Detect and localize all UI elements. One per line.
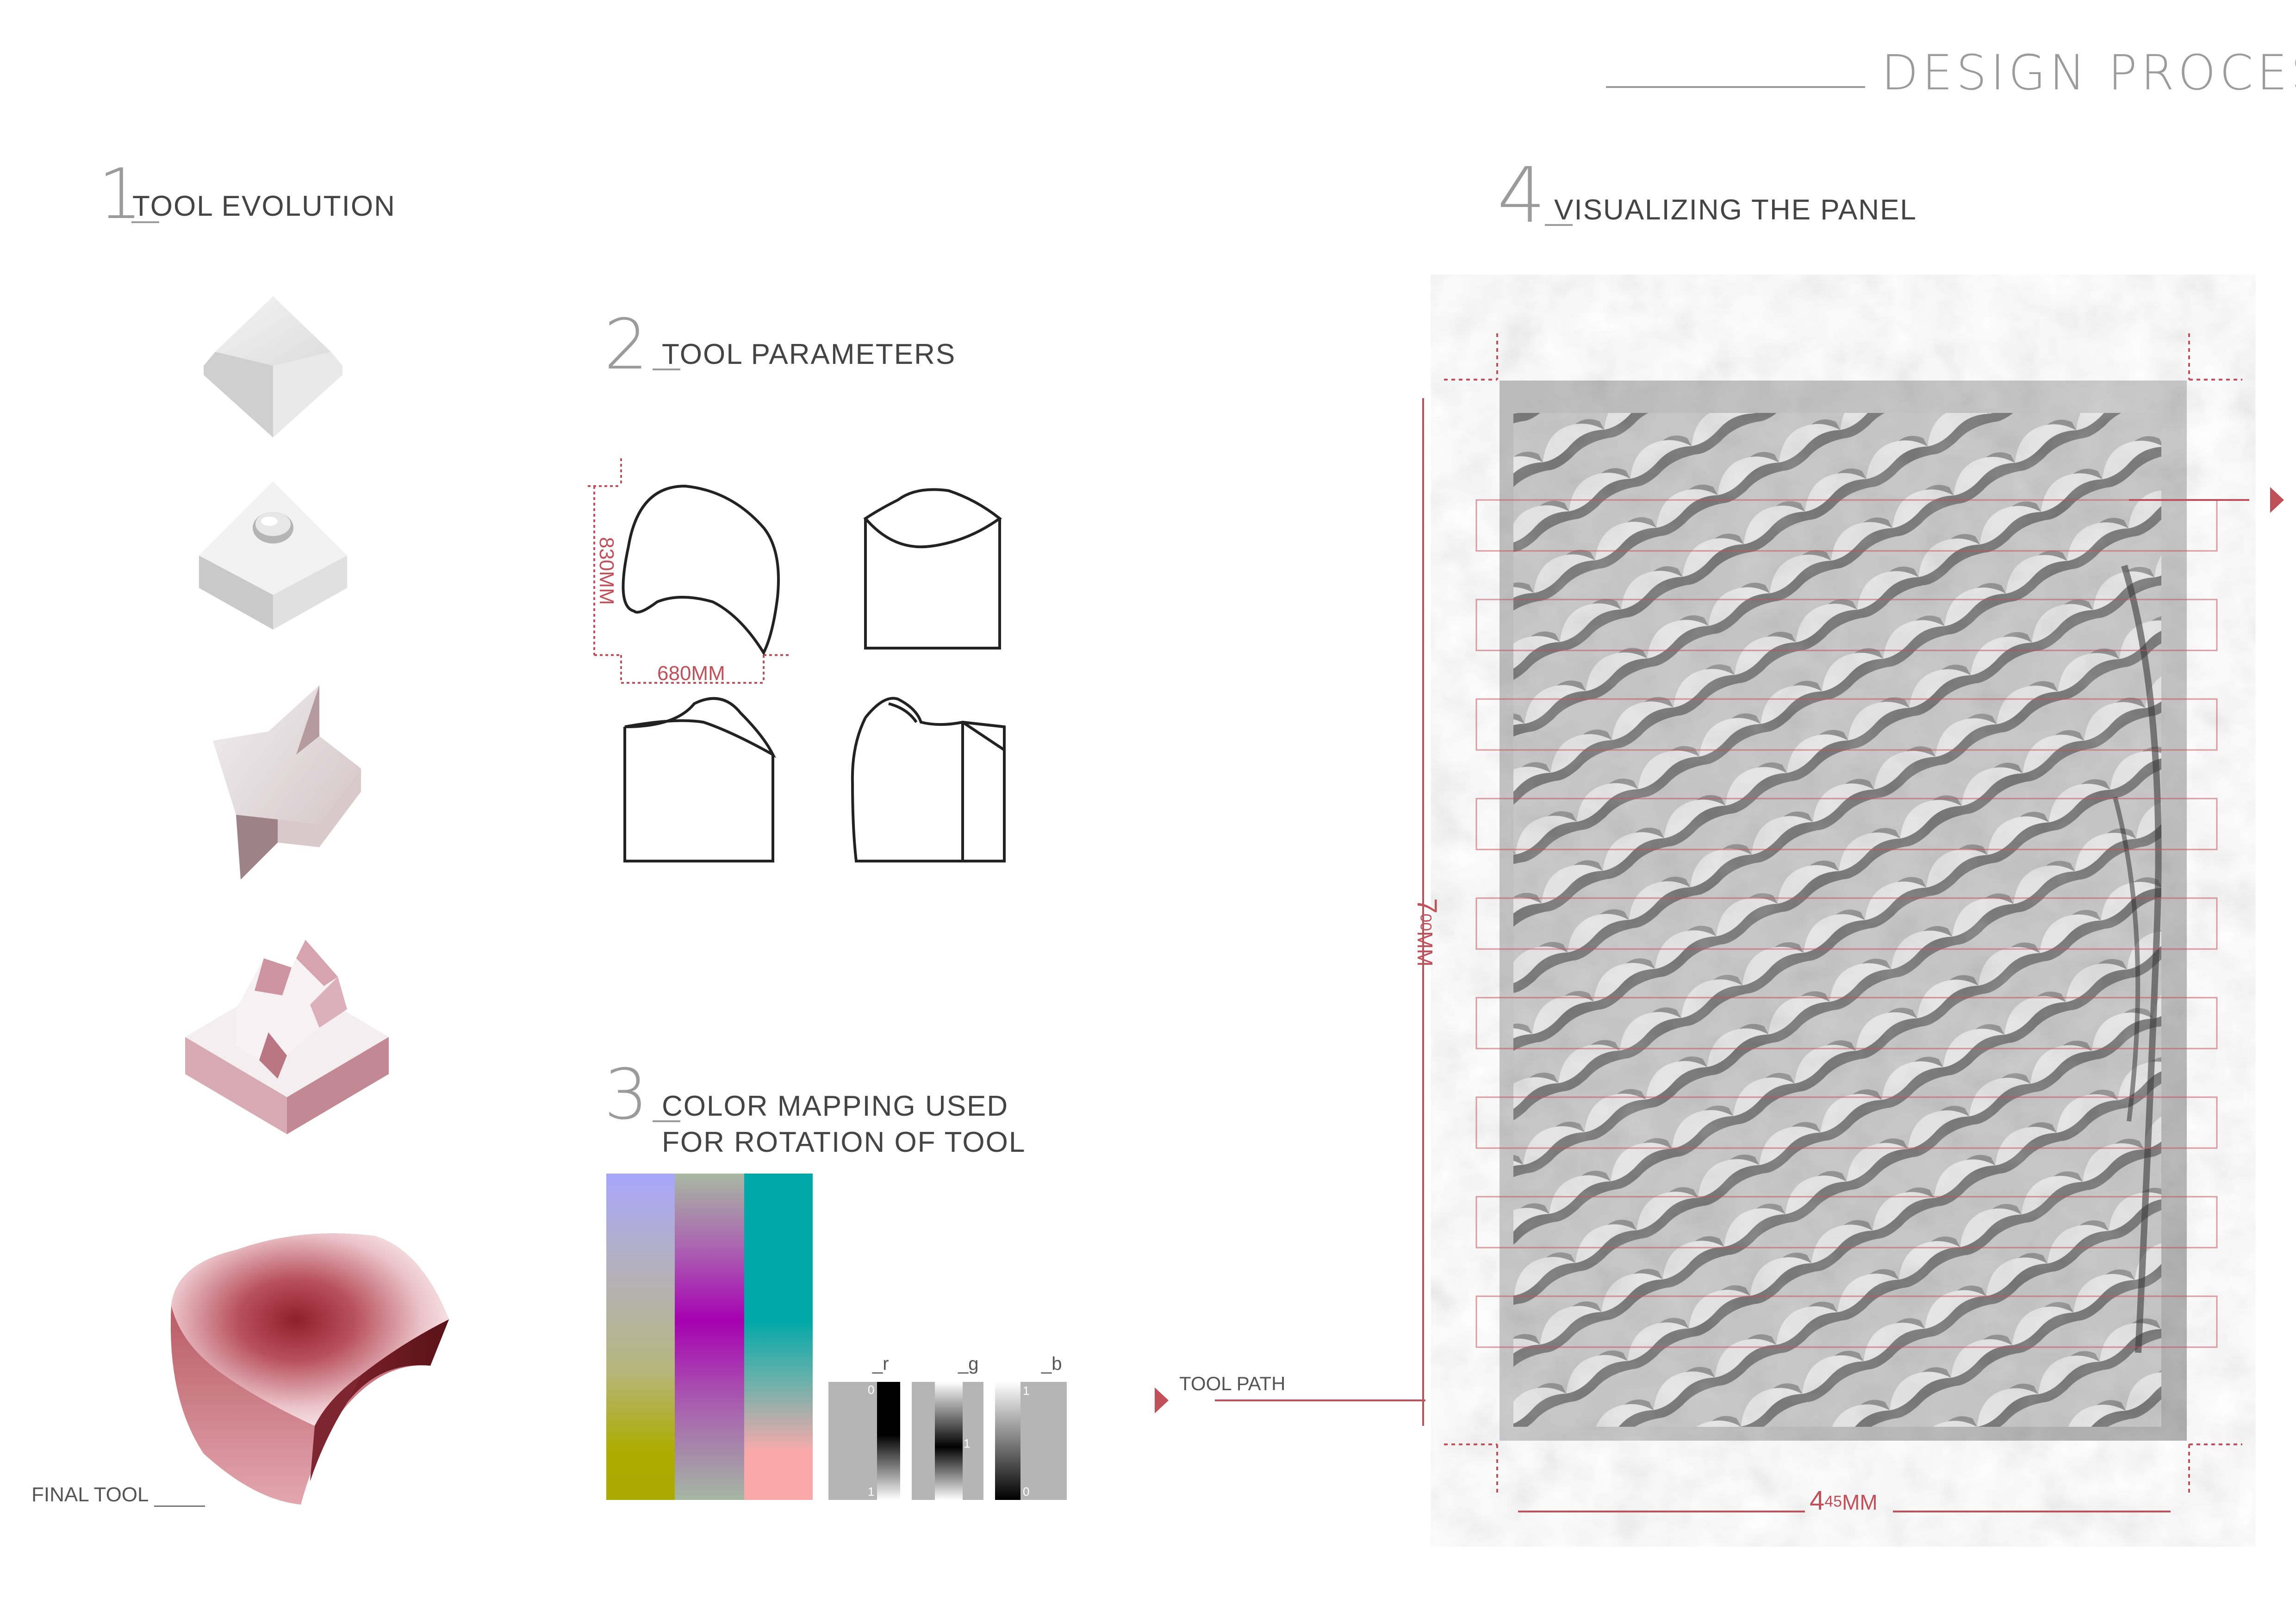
channel-g-gradient [935, 1382, 963, 1500]
channel-r-tick-top: 0 [868, 1383, 875, 1397]
channel-r-swatch: 0 1 [828, 1382, 900, 1500]
final-tool-label: FINAL TOOL [31, 1483, 149, 1506]
section-1-number-underline [131, 221, 159, 223]
channel-r-gradient [877, 1382, 900, 1500]
channel-b-tick-bottom: 0 [1023, 1485, 1030, 1499]
section-3-number: 3 [604, 1055, 648, 1135]
panel-height-dimension: 700MM [1411, 898, 1443, 967]
tool-stage-2-dome-image [199, 481, 347, 630]
panel-dimension-lines [1155, 333, 2284, 1512]
section-1-title: TOOL EVOLUTION [132, 190, 396, 222]
section-3-title-line-2: FOR ROTATION OF TOOL [662, 1126, 1026, 1158]
section-1-number: 1 [98, 154, 143, 235]
panel-height-sup: 00 [1417, 913, 1435, 931]
color-strip-3 [744, 1174, 813, 1500]
tool-path-label: TOOL PATH [1179, 1373, 1286, 1394]
section-2-number-underline [653, 369, 680, 370]
page-title: DESIGN PROCESS [1881, 44, 2296, 101]
panel-height-main: 7 [1412, 898, 1443, 914]
panel-visualization-image [1500, 381, 2187, 1441]
section-2-number: 2 [604, 305, 648, 385]
section-4-number-underline [1545, 224, 1573, 226]
panel-width-sup: 45 [1824, 1493, 1842, 1511]
channel-b-swatch: 1 0 [995, 1382, 1067, 1500]
panel-width-main: 4 [1810, 1486, 1825, 1516]
section-4-title: VISUALIZING THE PANEL [1554, 194, 1917, 226]
panel-width-dimension: 445MM [1810, 1485, 1878, 1516]
section-3-title-line-1: COLOR MAPPING USED [662, 1090, 1009, 1122]
channel-b-gradient [995, 1382, 1020, 1500]
tool-stage-3-twisted-image [213, 685, 361, 880]
channel-g-label: _g [958, 1354, 979, 1374]
tool-profile-angled-drawing [851, 697, 1006, 862]
section-2-title: TOOL PARAMETERS [662, 338, 956, 370]
height-dimension-label: 830MM [595, 537, 618, 605]
panel-width-unit: MM [1842, 1490, 1878, 1514]
final-tool-label-line [154, 1505, 205, 1507]
channel-g-tick-mid: 1 [964, 1437, 971, 1450]
tool-stage-1-cube-image [204, 296, 342, 437]
channel-b-tick-top: 1 [1023, 1384, 1030, 1398]
tool-profile-front-drawing [588, 458, 791, 684]
channel-g-swatch: 1 [912, 1382, 983, 1500]
color-strip-1 [606, 1174, 675, 1500]
channel-b-label: _b [1041, 1354, 1062, 1374]
channel-r-label: _r [872, 1354, 889, 1374]
final-tool-image [170, 1233, 449, 1505]
section-3-number-underline [653, 1120, 680, 1122]
panel-height-unit: MM [1413, 931, 1437, 967]
width-dimension-label: 680MM [657, 662, 725, 685]
tool-stage-4-carved-image [185, 940, 389, 1134]
channel-r-tick-bottom: 1 [868, 1485, 875, 1499]
tool-profile-top-drawing [863, 488, 1002, 650]
section-4-number: 4 [1497, 151, 1546, 240]
tool-profile-side-drawing [623, 697, 777, 862]
color-strip-2 [675, 1174, 744, 1500]
tool-path-bands [1475, 499, 2218, 1348]
header-rule [1606, 86, 1865, 88]
